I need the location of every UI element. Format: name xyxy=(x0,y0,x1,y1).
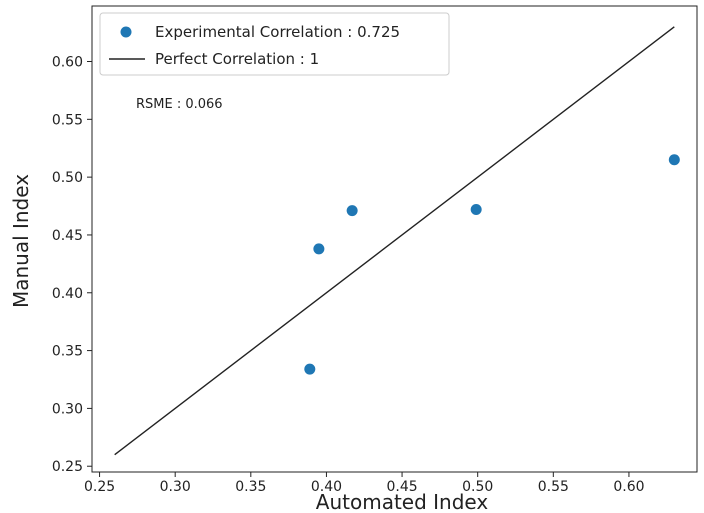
x-tick-label: 0.40 xyxy=(311,479,342,495)
x-tick-label: 0.50 xyxy=(462,479,493,495)
data-point xyxy=(313,243,325,255)
x-tick-label: 0.30 xyxy=(160,479,191,495)
experimental-points xyxy=(304,154,680,375)
x-tick-label: 0.25 xyxy=(84,479,115,495)
legend-label-experimental: Experimental Correlation : 0.725 xyxy=(155,23,400,41)
legend-label-perfect: Perfect Correlation : 1 xyxy=(155,50,319,68)
y-tick-label: 0.35 xyxy=(52,344,83,360)
legend-box xyxy=(99,12,450,76)
y-tick-label: 0.50 xyxy=(52,170,83,186)
data-point xyxy=(346,205,358,217)
legend-marker-experimental xyxy=(120,26,132,38)
x-axis-ticks: 0.25 0.30 0.35 0.40 0.45 0.50 0.55 0.60 xyxy=(84,472,645,495)
data-point xyxy=(304,363,316,375)
y-tick-label: 0.45 xyxy=(52,228,83,244)
x-tick-label: 0.35 xyxy=(235,479,266,495)
y-tick-label: 0.30 xyxy=(52,401,83,417)
y-tick-label: 0.55 xyxy=(52,112,83,128)
y-axis-ticks: 0.25 0.30 0.35 0.40 0.45 0.50 0.55 0.60 xyxy=(52,55,92,475)
perfect-correlation-line xyxy=(114,26,675,456)
x-tick-label: 0.45 xyxy=(386,479,417,495)
x-tick-label: 0.55 xyxy=(538,479,569,495)
y-tick-label: 0.60 xyxy=(52,55,83,71)
x-axis-title: Automated Index xyxy=(316,490,489,513)
data-point xyxy=(668,154,680,166)
legend: Experimental Correlation : 0.725 Perfect… xyxy=(99,12,450,76)
y-tick-label: 0.40 xyxy=(52,286,83,302)
annotation-rsme: RSME : 0.066 xyxy=(136,97,223,112)
y-tick-label: 0.25 xyxy=(52,459,83,475)
data-point xyxy=(470,204,482,216)
x-tick-label: 0.60 xyxy=(613,479,644,495)
y-axis-title: Manual Index xyxy=(9,174,33,308)
